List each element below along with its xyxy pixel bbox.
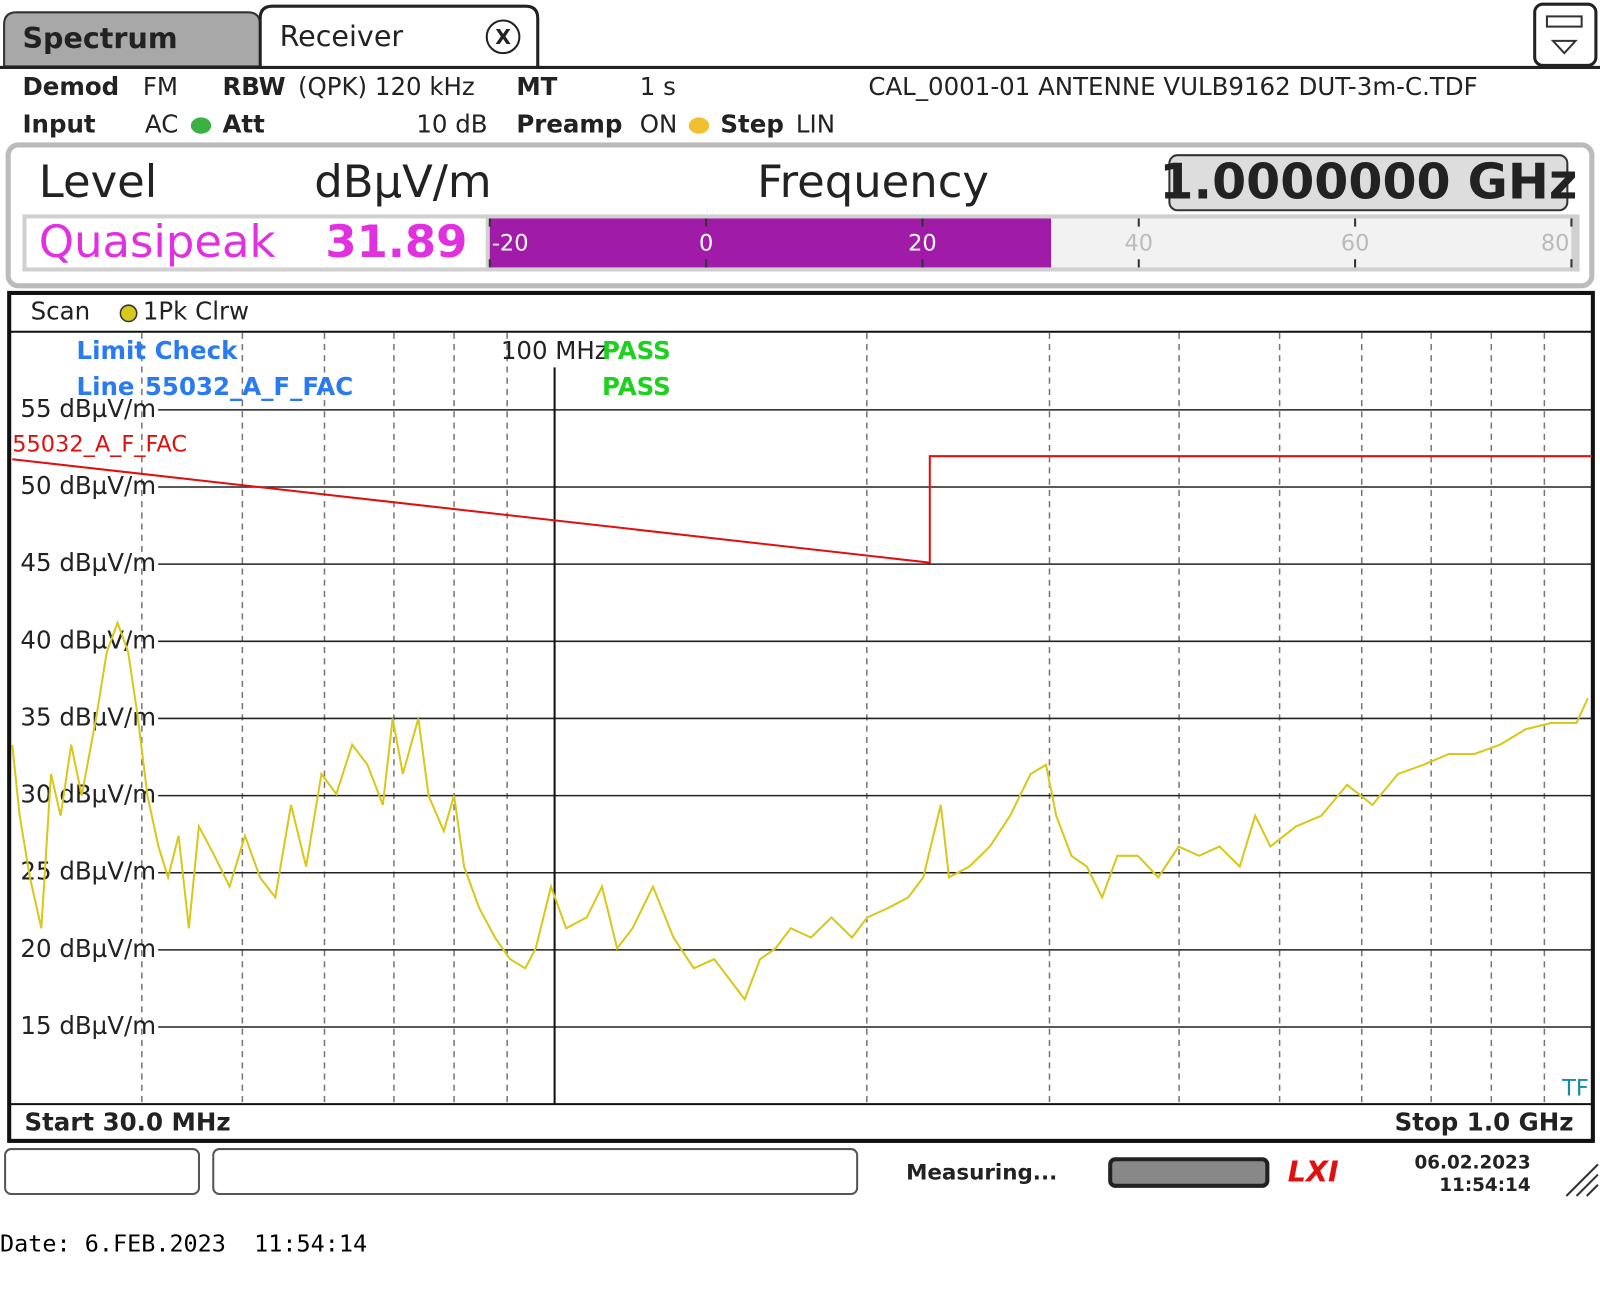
menu-button[interactable] (1533, 2, 1598, 67)
level-label: Level (39, 155, 157, 208)
status-text: Measuring... (906, 1161, 1057, 1186)
status-dot (190, 117, 212, 134)
legend-dot (119, 304, 138, 323)
tab-label: Receiver (280, 19, 404, 53)
y-tick-label: 35 dBµV/m (20, 702, 156, 731)
frequency-label: Frequency (757, 155, 989, 208)
y-tick-label: 50 dBµV/m (20, 471, 156, 500)
limit-line (12, 455, 1592, 564)
setting-label: Att (222, 110, 265, 139)
close-label: X (495, 25, 511, 49)
tab-receiver[interactable] (258, 4, 540, 68)
setting-value: FM (143, 72, 178, 101)
transducer: CAL_0001-01 ANTENNE VULB9162 DUT-3m-C.TD… (868, 72, 1477, 101)
y-tick-label: 30 dBµV/m (20, 780, 156, 809)
footer-date: Date: 6.FEB.2023 11:54:14 (0, 1229, 367, 1257)
bar-tick-label: 0 (699, 230, 713, 256)
status-time: 11:54:14 (1439, 1175, 1530, 1196)
status-box[interactable] (212, 1148, 859, 1195)
limit-line-tag: 55032_A_F_FAC (12, 431, 187, 457)
readout-field (26, 218, 486, 268)
legend-entry: 1Pk Clrw (143, 296, 249, 325)
limit-check-title: Limit Check (77, 336, 239, 365)
progress-bar (1108, 1157, 1270, 1188)
plot: 15 dBµV/m 20 dBµV/m 25 dBµV/m 30 dBµV/m 35 d… (11, 332, 1592, 1105)
detector: Quasipeak (39, 215, 276, 268)
start-label: Start 30.0 MHz (24, 1108, 230, 1137)
setting-label: Preamp (516, 110, 622, 139)
setting-value: 1 s (640, 72, 676, 101)
icon (1550, 39, 1578, 55)
y-tick-label: 25 dBµV/m (20, 857, 156, 886)
level-value: 31.89 (325, 215, 467, 268)
setting-value: 10 dB (416, 110, 487, 139)
settings: Demod FM RBW (QPK) 120 kHz MT 1 s CAL_00… (22, 72, 1477, 139)
limit-check-result: PASS (602, 336, 671, 365)
corner-label: TF (1561, 1075, 1589, 1101)
setting-value: AC (145, 110, 178, 139)
frequency: 1.0000000 GHz (1159, 153, 1577, 210)
y-tick-label: 55 dBµV/m (20, 394, 156, 423)
setting-label: Demod (22, 72, 119, 101)
y-tick-label: 45 dBµV/m (20, 548, 156, 577)
limit-line-result: PASS (602, 372, 671, 401)
limit-line-name: 55032_A_F_FAC (145, 372, 353, 401)
setting-label: MT (516, 72, 557, 101)
unit: dBµV/m (314, 155, 491, 208)
bar-tick-label: 20 (908, 230, 937, 256)
frequency-box[interactable] (1168, 154, 1569, 212)
chart-frame (7, 290, 1595, 1143)
status-dot (688, 117, 710, 134)
stop-label: Stop 1.0 GHz (1395, 1108, 1574, 1137)
close-button[interactable] (485, 19, 521, 55)
y-tick-label: 20 dBµV/m (20, 934, 156, 963)
logo: LXI (1288, 1155, 1339, 1189)
status-box[interactable] (4, 1148, 200, 1195)
scan-label: Scan (31, 296, 91, 325)
bar-tick-label: 40 (1124, 230, 1153, 256)
status-date: 06.02.2023 (1414, 1152, 1530, 1173)
setting-label: RBW (222, 72, 285, 101)
marker-label: 100 MHz (501, 336, 608, 365)
icon (1545, 15, 1583, 28)
tab-label: Spectrum (22, 21, 177, 55)
bar-tick-label: 60 (1341, 230, 1370, 256)
y-tick-label: 15 dBµV/m (20, 1011, 156, 1040)
bar-tick-label: -20 (492, 230, 529, 256)
resize-grip (1565, 1163, 1599, 1197)
y-tick-label: 40 dBµV/m (20, 625, 156, 654)
setting-value: ON (640, 110, 678, 139)
limit-line-label: Line (77, 372, 135, 401)
setting-value: (QPK) 120 kHz (298, 72, 475, 101)
setting-label: Input (22, 110, 95, 139)
level-bar: -20 0 20 40 60 80 (488, 218, 1573, 268)
bar-fill (489, 218, 1052, 268)
bar-tick-label: 80 (1541, 230, 1570, 256)
setting-label: Step (720, 110, 783, 139)
trace (11, 619, 1589, 1002)
setting-value: LIN (796, 110, 835, 139)
